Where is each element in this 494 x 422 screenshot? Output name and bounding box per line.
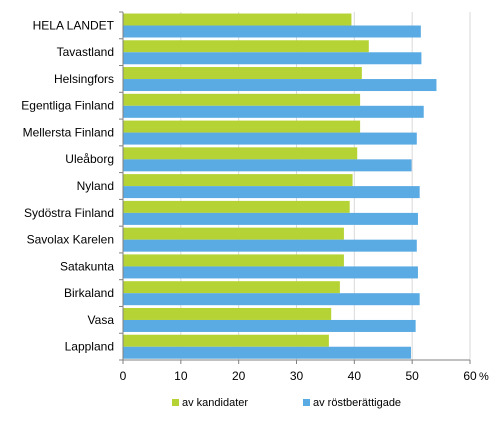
bar-rostberattigade <box>123 52 422 65</box>
bar-kandidater <box>123 254 344 267</box>
bar-rostberattigade <box>123 239 417 252</box>
bar-rostberattigade <box>123 346 412 359</box>
bar-kandidater <box>123 334 329 347</box>
bar-rostberattigade <box>123 79 437 92</box>
x-tick-label: 20 <box>232 369 246 383</box>
bar-rostberattigade <box>123 25 421 38</box>
category-label: Tavastland <box>57 45 114 59</box>
legend-label: av kandidater <box>182 397 248 409</box>
bar-kandidater <box>123 67 362 80</box>
bar-kandidater <box>123 200 350 213</box>
x-tick-label: 40 <box>348 369 362 383</box>
x-tick-labels: 0 10 20 30 40 50 60 <box>120 360 477 383</box>
category-label: Egentliga Finland <box>21 99 114 113</box>
category-label: Sydöstra Finland <box>24 206 114 220</box>
bar-rostberattigade <box>123 132 417 145</box>
bar-rostberattigade <box>123 159 412 172</box>
bar-kandidater <box>123 174 353 187</box>
bar-rostberattigade <box>123 293 420 306</box>
x-tick-label: 10 <box>174 369 188 383</box>
category-label: Satakunta <box>60 259 114 273</box>
category-label: Lappland <box>65 340 114 354</box>
bar-rostberattigade <box>123 319 416 332</box>
category-label: Helsingfors <box>54 72 114 86</box>
category-label: Mellersta Finland <box>23 125 114 139</box>
bar-rostberattigade <box>123 105 424 118</box>
bar-kandidater <box>123 40 369 53</box>
bar-rostberattigade <box>123 186 420 199</box>
bar-kandidater <box>123 120 361 133</box>
legend-swatch <box>303 399 310 406</box>
legend: av kandidater av röstberättigade <box>172 397 401 409</box>
category-label: Vasa <box>88 313 115 327</box>
bars <box>123 13 437 359</box>
category-labels: HELA LANDET Tavastland Helsingfors Egentlig… <box>21 11 123 361</box>
x-tick-label: 0 <box>120 369 127 383</box>
bar-kandidater <box>123 227 344 240</box>
bar-kandidater <box>123 93 361 106</box>
category-label: Birkaland <box>64 286 114 300</box>
category-label: HELA LANDET <box>33 18 115 32</box>
legend-label: av röstberättigade <box>313 397 401 409</box>
category-label: Savolax Karelen <box>27 233 114 247</box>
x-tick-label: 50 <box>405 369 419 383</box>
legend-swatch <box>172 399 179 406</box>
x-axis-unit: % <box>479 371 489 383</box>
category-label: Uleåborg <box>65 152 114 166</box>
bar-rostberattigade <box>123 266 418 279</box>
x-tick-label: 30 <box>290 369 304 383</box>
bar-kandidater <box>123 307 332 320</box>
bar-kandidater <box>123 147 358 160</box>
bar-rostberattigade <box>123 212 418 225</box>
x-tick-label: 60 <box>463 369 477 383</box>
bar-kandidater <box>123 281 340 294</box>
category-label: Nyland <box>77 179 114 193</box>
bar-kandidater <box>123 13 352 26</box>
